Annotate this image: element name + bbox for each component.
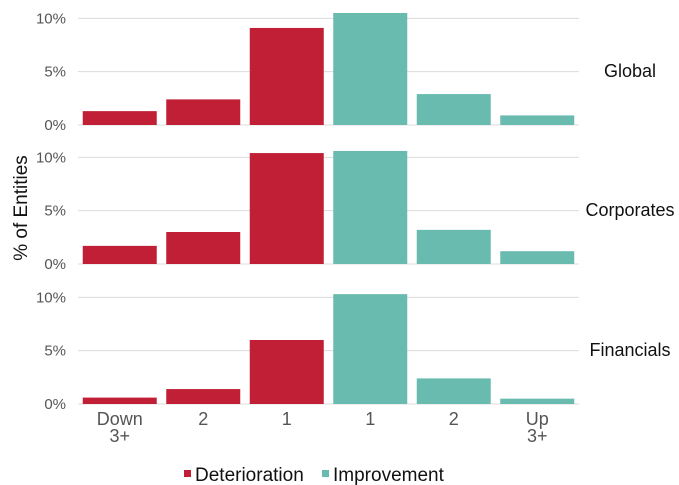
bar-financials-3: [333, 294, 408, 404]
facet-label: Global: [604, 61, 656, 81]
x-tick-label: 2: [449, 409, 459, 429]
y-tick-label: 10%: [36, 289, 66, 306]
y-tick-label: 10%: [36, 10, 66, 27]
legend-swatch: [322, 470, 329, 477]
bar-financials-2: [249, 340, 324, 404]
bar-global-2: [249, 27, 324, 125]
bar-corporates-4: [416, 229, 491, 264]
y-tick-label: 5%: [44, 203, 66, 220]
bar-global-0: [82, 111, 157, 125]
bar-financials-4: [416, 378, 491, 404]
y-tick-label: 5%: [44, 64, 66, 81]
x-axis: Down 3+ 2 1 1 2 Up 3+: [97, 409, 549, 446]
x-tick-label: 1: [282, 409, 292, 429]
chart-panels: 0% 5% 10% Global 0% 5% 10% Corporates 0% 5% 10% Fin…: [36, 10, 675, 413]
facet-label: Financials: [589, 340, 670, 360]
legend-item-deterioration: Deterioration: [184, 465, 304, 485]
panel-corporates: 0% 5% 10% Corporates: [36, 149, 675, 273]
legend-label: Deterioration: [195, 465, 304, 485]
legend-swatch: [184, 470, 191, 477]
x-tick-label: 1: [365, 409, 375, 429]
bar-global-3: [333, 13, 408, 125]
panel-financials: 0% 5% 10% Financials: [36, 289, 671, 413]
y-axis-label: % of Entities: [11, 155, 32, 261]
x-tick-label: Up 3+: [526, 409, 549, 446]
bar-global-1: [166, 99, 241, 125]
panel-global: 0% 5% 10% Global: [36, 10, 656, 134]
bar-global-5: [500, 115, 575, 125]
legend-label: Improvement: [333, 465, 445, 485]
y-tick-label: 0%: [44, 117, 66, 134]
x-tick-label: 2: [198, 409, 208, 429]
bar-corporates-2: [249, 153, 324, 264]
y-tick-label: 0%: [44, 396, 66, 413]
facet-label: Corporates: [585, 200, 674, 220]
bar-corporates-1: [166, 232, 241, 264]
bar-financials-1: [166, 389, 241, 404]
bar-corporates-3: [333, 150, 408, 264]
y-tick-label: 10%: [36, 149, 66, 166]
bar-corporates-5: [500, 251, 575, 264]
bar-global-4: [416, 94, 491, 125]
x-tick-label: Down 3+: [97, 409, 143, 446]
y-tick-label: 5%: [44, 343, 66, 360]
legend-item-improvement: Improvement: [322, 465, 445, 485]
legend: Deterioration Improvement: [184, 465, 445, 485]
y-tick-label: 0%: [44, 256, 66, 273]
bar-corporates-0: [82, 245, 157, 264]
bar-financials-0: [82, 397, 157, 404]
bar-financials-5: [500, 398, 575, 404]
